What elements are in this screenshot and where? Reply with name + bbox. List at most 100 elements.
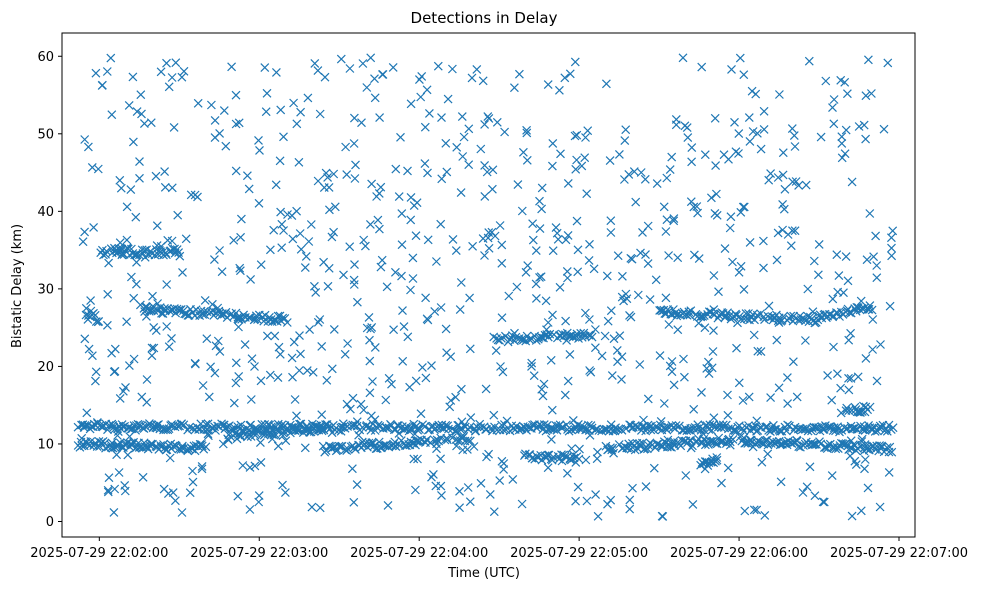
data-point: [102, 67, 112, 76]
data-point: [327, 428, 337, 438]
data-point: [294, 426, 304, 435]
data-point: [156, 67, 166, 77]
data-point: [117, 244, 127, 254]
data-point: [125, 432, 135, 441]
data-point: [725, 223, 735, 233]
data-point: [267, 434, 277, 444]
data-point: [436, 303, 446, 312]
data-point: [273, 311, 283, 321]
data-point: [270, 331, 280, 341]
data-point: [565, 349, 575, 359]
data-point: [748, 127, 758, 136]
data-point: [667, 357, 677, 366]
data-point: [590, 343, 600, 353]
data-point: [87, 351, 97, 361]
data-point: [91, 367, 101, 377]
data-point: [303, 93, 313, 103]
data-point: [759, 263, 768, 273]
data-point: [372, 192, 382, 201]
data-point: [784, 314, 794, 324]
data-point: [868, 345, 878, 354]
data-point: [295, 229, 305, 238]
data-point: [513, 180, 523, 190]
data-point: [408, 253, 418, 263]
data-point: [416, 409, 426, 419]
data-point: [231, 119, 241, 129]
y-axis: 0 10 20 30 40 50 60: [37, 50, 62, 530]
data-point: [860, 455, 870, 464]
data-point: [809, 256, 819, 266]
data-point: [837, 153, 847, 163]
data-point: [866, 89, 876, 98]
data-point: [349, 280, 359, 289]
data-point: [256, 376, 266, 386]
data-point: [562, 266, 572, 276]
data-point: [497, 240, 507, 250]
data-point: [736, 261, 746, 271]
data-point: [162, 322, 172, 331]
data-point: [271, 180, 281, 190]
data-point: [696, 311, 706, 321]
data-point: [789, 311, 799, 321]
data-point: [411, 231, 421, 241]
data-point: [841, 125, 851, 135]
data-point: [382, 282, 392, 292]
data-point: [456, 384, 466, 394]
data-point: [548, 246, 558, 256]
data-point: [514, 69, 524, 79]
data-point: [531, 293, 541, 303]
data-point: [370, 415, 380, 425]
data-point: [541, 296, 551, 306]
data-point: [437, 113, 446, 123]
data-point: [800, 336, 810, 345]
data-point: [250, 461, 260, 471]
data-point: [186, 190, 196, 200]
data-point: [863, 55, 873, 65]
data-point: [537, 204, 547, 214]
data-point: [315, 315, 325, 324]
y-tick-label: 50: [37, 127, 54, 142]
data-point: [872, 261, 882, 270]
data-point: [231, 378, 241, 388]
data-point: [281, 436, 291, 446]
data-point: [115, 393, 125, 403]
x-tick-label: 2025-07-29 22:05:00: [510, 546, 648, 561]
data-point: [367, 322, 377, 332]
data-point: [697, 62, 707, 72]
data-point: [774, 318, 784, 328]
data-point: [365, 356, 375, 366]
data-point: [649, 463, 659, 473]
data-point: [167, 183, 177, 193]
data-point: [664, 320, 674, 329]
data-point: [121, 382, 130, 392]
data-point: [480, 251, 489, 260]
data-point: [427, 472, 436, 482]
data-point: [162, 58, 171, 68]
data-point: [819, 497, 829, 507]
data-point: [757, 457, 767, 467]
data-point: [673, 325, 683, 335]
data-point: [840, 149, 850, 159]
data-point: [587, 332, 597, 342]
data-point: [555, 282, 565, 292]
data-point: [78, 237, 88, 247]
data-point: [763, 449, 773, 459]
data-point: [543, 80, 553, 90]
data-point: [749, 505, 759, 515]
data-point: [667, 367, 677, 377]
data-point: [103, 289, 113, 299]
data-point: [730, 117, 739, 127]
data-point: [215, 246, 225, 255]
data-point: [844, 373, 853, 383]
data-point: [197, 464, 207, 474]
data-point: [491, 346, 501, 356]
data-point: [173, 210, 183, 220]
data-point: [885, 442, 895, 452]
data-point: [778, 225, 788, 235]
data-point: [678, 53, 688, 63]
y-tick-label: 60: [37, 50, 54, 65]
data-point: [728, 257, 737, 267]
data-point: [301, 251, 311, 261]
data-point: [476, 144, 486, 154]
data-point: [255, 145, 264, 155]
